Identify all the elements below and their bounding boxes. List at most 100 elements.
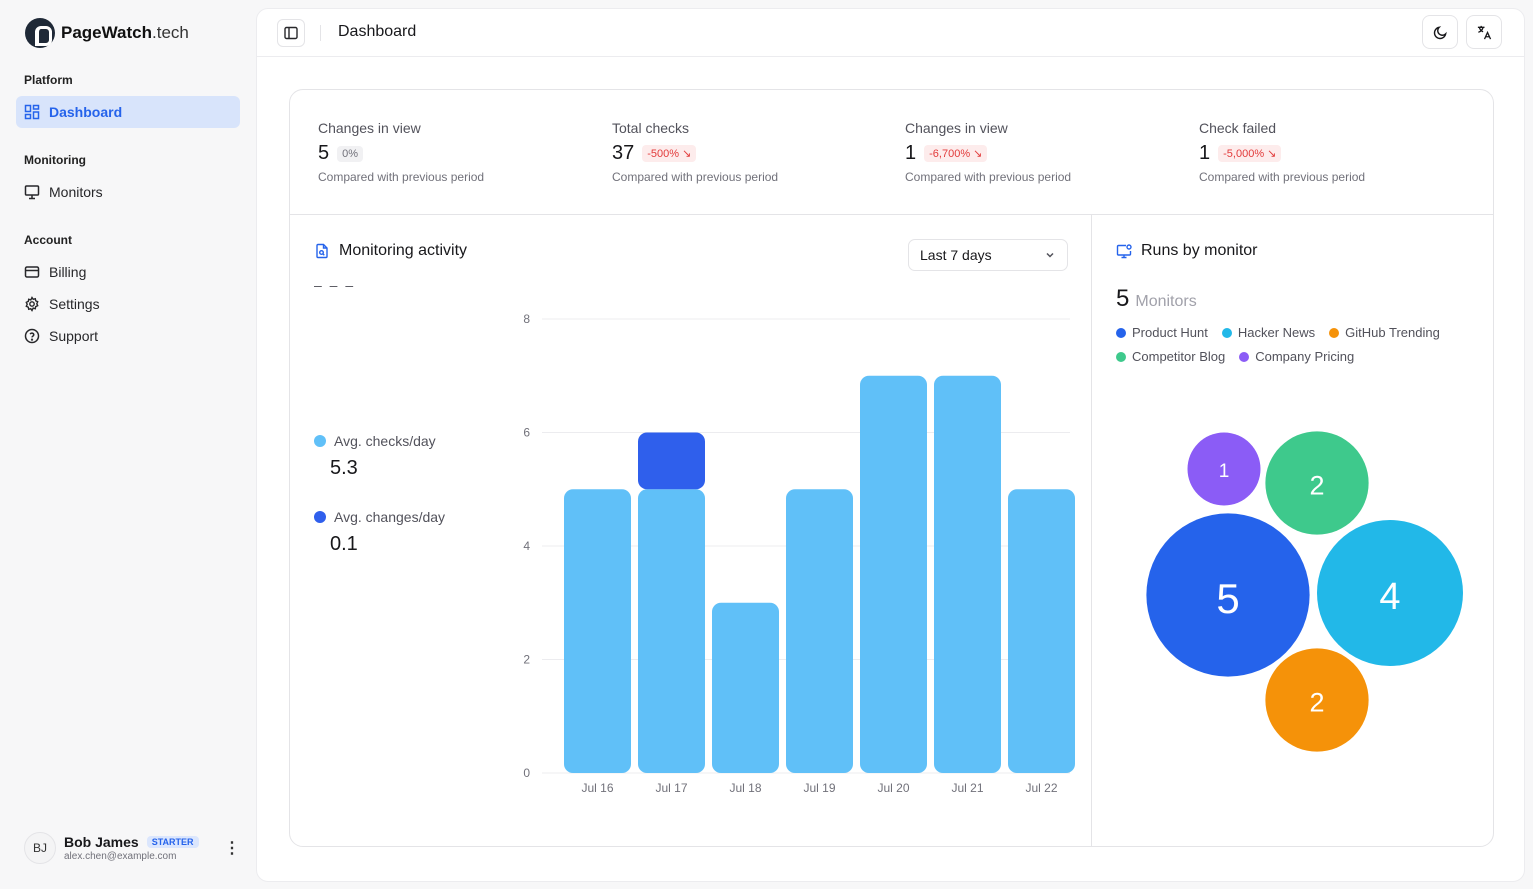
stat-label: Changes in view — [318, 120, 421, 136]
user-menu[interactable]: BJ Bob James STARTER alex.chen@example.co… — [24, 832, 240, 864]
activity-bar-chart: 0 2 4 6 8 Jul 16 Jul 17 Jul 18 Jul 19 Jul 20 Jul 2… — [523, 312, 1075, 795]
bar-checks[interactable] — [564, 489, 631, 773]
bubble-label: 2 — [1309, 687, 1324, 717]
dashboard-card: Changes in view 5 0% Compared with previo… — [289, 89, 1494, 847]
header: Dashboard — [257, 9, 1524, 57]
delta-badge: -500% ↘ — [642, 145, 697, 162]
more-vertical-icon[interactable]: ⋮ — [224, 840, 240, 857]
runs-bubble-chart: 5 4 2 2 1 — [1146, 431, 1463, 752]
sidebar-item-label: Monitors — [49, 184, 103, 200]
panel-left-icon — [284, 26, 298, 40]
avatar: BJ — [24, 832, 56, 864]
bar-checks[interactable] — [638, 489, 705, 773]
bubble-hacker-news[interactable] — [1317, 520, 1463, 666]
sidebar: PageWatch.tech Platform Dashboard Monito… — [0, 0, 256, 889]
main-panel: Dashboard Changes in view 5 0% Compared w… — [256, 8, 1525, 882]
bubble-label: 1 — [1219, 461, 1230, 482]
monitor-dot-icon — [1116, 244, 1132, 259]
plan-badge: STARTER — [146, 836, 199, 848]
bubble-label: 4 — [1379, 576, 1400, 618]
y-tick-label: 2 — [523, 653, 530, 667]
moon-icon — [1433, 25, 1447, 39]
sidebar-toggle-button[interactable] — [277, 19, 305, 47]
y-tick-label: 8 — [523, 312, 530, 326]
range-select[interactable]: Last 7 days — [908, 239, 1068, 271]
legend-item-hacker-news: Hacker News — [1221, 325, 1315, 340]
x-tick-label: Jul 18 — [729, 781, 761, 795]
avg-changes: Avg. changes/day 0.1 — [314, 509, 445, 556]
logo[interactable]: PageWatch.tech — [25, 18, 189, 48]
avg-checks-value: 5.3 — [330, 457, 358, 479]
theme-toggle-button[interactable] — [1422, 15, 1458, 49]
x-tick-label: Jul 19 — [803, 781, 835, 795]
legend-dot — [314, 511, 326, 523]
avg-checks-label: Avg. checks/day — [334, 433, 436, 449]
bar-checks[interactable] — [786, 489, 853, 773]
x-tick-label: Jul 17 — [655, 781, 687, 795]
monitor-legend: Product Hunt Hacker News GitHub Trending… — [1116, 325, 1476, 364]
group-title-account: Account — [24, 233, 72, 247]
bar-checks[interactable] — [712, 602, 779, 773]
sidebar-item-label: Settings — [49, 296, 100, 312]
sidebar-item-dashboard[interactable]: Dashboard — [16, 96, 240, 128]
stats-row: Changes in view 5 0% Compared with previo… — [290, 90, 1493, 215]
monitor-count-value: 5 — [1116, 285, 1130, 312]
sidebar-item-settings[interactable]: Settings — [16, 288, 240, 320]
user-info: Bob James STARTER alex.chen@example.com — [64, 834, 199, 862]
legend-dot — [1116, 327, 1126, 338]
placeholder-dashes: – – – — [314, 277, 356, 293]
y-tick-label: 0 — [523, 766, 530, 780]
bubble-company-pricing[interactable] — [1187, 432, 1261, 506]
y-tick-label: 4 — [523, 539, 530, 553]
delta-badge: -6,700% ↘ — [924, 145, 988, 162]
bubble-competitor-blog[interactable] — [1265, 431, 1369, 535]
bar-changes[interactable] — [638, 432, 705, 490]
sidebar-item-label: Billing — [49, 264, 87, 280]
stat-check-failed: Check failed 1 -5,000% ↘ Compared with pr… — [1199, 120, 1489, 184]
x-tick-label: Jul 16 — [581, 781, 613, 795]
divider — [320, 25, 321, 41]
sidebar-item-billing[interactable]: Billing — [16, 256, 240, 288]
sidebar-item-label: Support — [49, 328, 99, 344]
bar-checks[interactable] — [1008, 489, 1075, 773]
legend-item-competitor-blog: Competitor Blog — [1116, 349, 1225, 364]
bubble-label: 2 — [1309, 470, 1324, 500]
bar-checks[interactable] — [860, 375, 927, 773]
delta-badge: -5,000% ↘ — [1218, 145, 1282, 162]
monitor-icon — [24, 185, 40, 200]
monitor-count-label: Monitors — [1135, 293, 1197, 310]
x-tick-label: Jul 20 — [877, 781, 909, 795]
stat-note: Compared with previous period — [905, 170, 1072, 184]
user-email: alex.chen@example.com — [64, 851, 177, 862]
stat-note: Compared with previous period — [318, 170, 485, 184]
delta-badge: 0% — [337, 145, 364, 162]
bubble-product-hunt[interactable] — [1146, 513, 1310, 677]
legend-dot — [1239, 351, 1250, 362]
stat-total-checks: Total checks 37 -500% ↘ Compared with pre… — [612, 120, 902, 184]
legend-dot — [1329, 327, 1340, 338]
sidebar-item-monitors[interactable]: Monitors — [16, 176, 240, 208]
dashboard-icon — [24, 104, 40, 120]
stat-value: 1 — [1199, 142, 1211, 164]
x-tick-label: Jul 21 — [951, 781, 983, 795]
sidebar-item-label: Dashboard — [49, 104, 123, 120]
page-title: Dashboard — [338, 23, 417, 40]
legend-item-product-hunt: Product Hunt — [1116, 325, 1208, 340]
bar-checks[interactable] — [934, 375, 1001, 773]
legend-dot — [1116, 351, 1126, 362]
credit-card-icon — [24, 266, 40, 278]
avg-changes-value: 0.1 — [330, 533, 358, 555]
legend-item-github-trending: GitHub Trending — [1329, 325, 1440, 340]
legend-dot — [1221, 327, 1232, 338]
stat-value: 37 — [612, 142, 635, 164]
legend-dot — [314, 435, 326, 447]
sidebar-item-support[interactable]: Support — [16, 320, 240, 352]
stat-label: Changes in view — [905, 120, 1008, 136]
file-search-icon — [316, 243, 328, 259]
y-tick-label: 6 — [523, 426, 530, 440]
x-tick-label: Jul 22 — [1025, 781, 1057, 795]
language-button[interactable] — [1466, 15, 1502, 49]
bubble-label: 5 — [1216, 575, 1239, 622]
user-name: Bob James — [64, 834, 139, 850]
bubble-github-trending[interactable] — [1265, 648, 1369, 752]
